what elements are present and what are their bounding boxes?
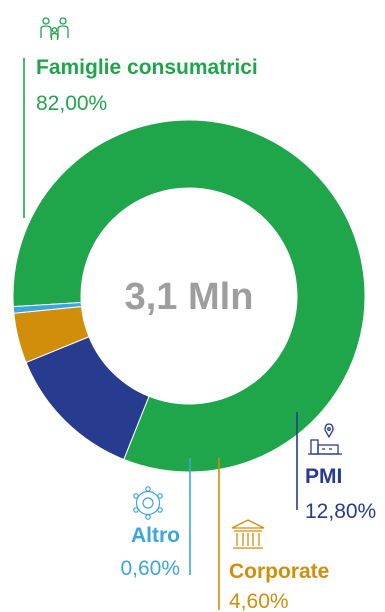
center-total: 3,1 Mln (125, 276, 254, 318)
label-famiglie-value: 82,00% (36, 92, 107, 115)
label-famiglie-name: Famiglie consumatrici (36, 56, 258, 79)
family-icon (40, 17, 69, 40)
label-altro-value: 0,60% (120, 557, 180, 580)
network-gear-icon (133, 486, 163, 520)
label-corporate-name: Corporate (229, 560, 329, 583)
label-pmi-name: PMI (305, 465, 342, 488)
bank-building-icon (231, 519, 265, 549)
label-pmi-value: 12,80% (305, 500, 376, 523)
donut-hole (81, 188, 297, 404)
label-altro-name: Altro (131, 524, 180, 547)
label-corporate-value: 4,60% (229, 590, 289, 612)
donut-slices (12, 119, 366, 473)
factory-icon (308, 423, 342, 455)
